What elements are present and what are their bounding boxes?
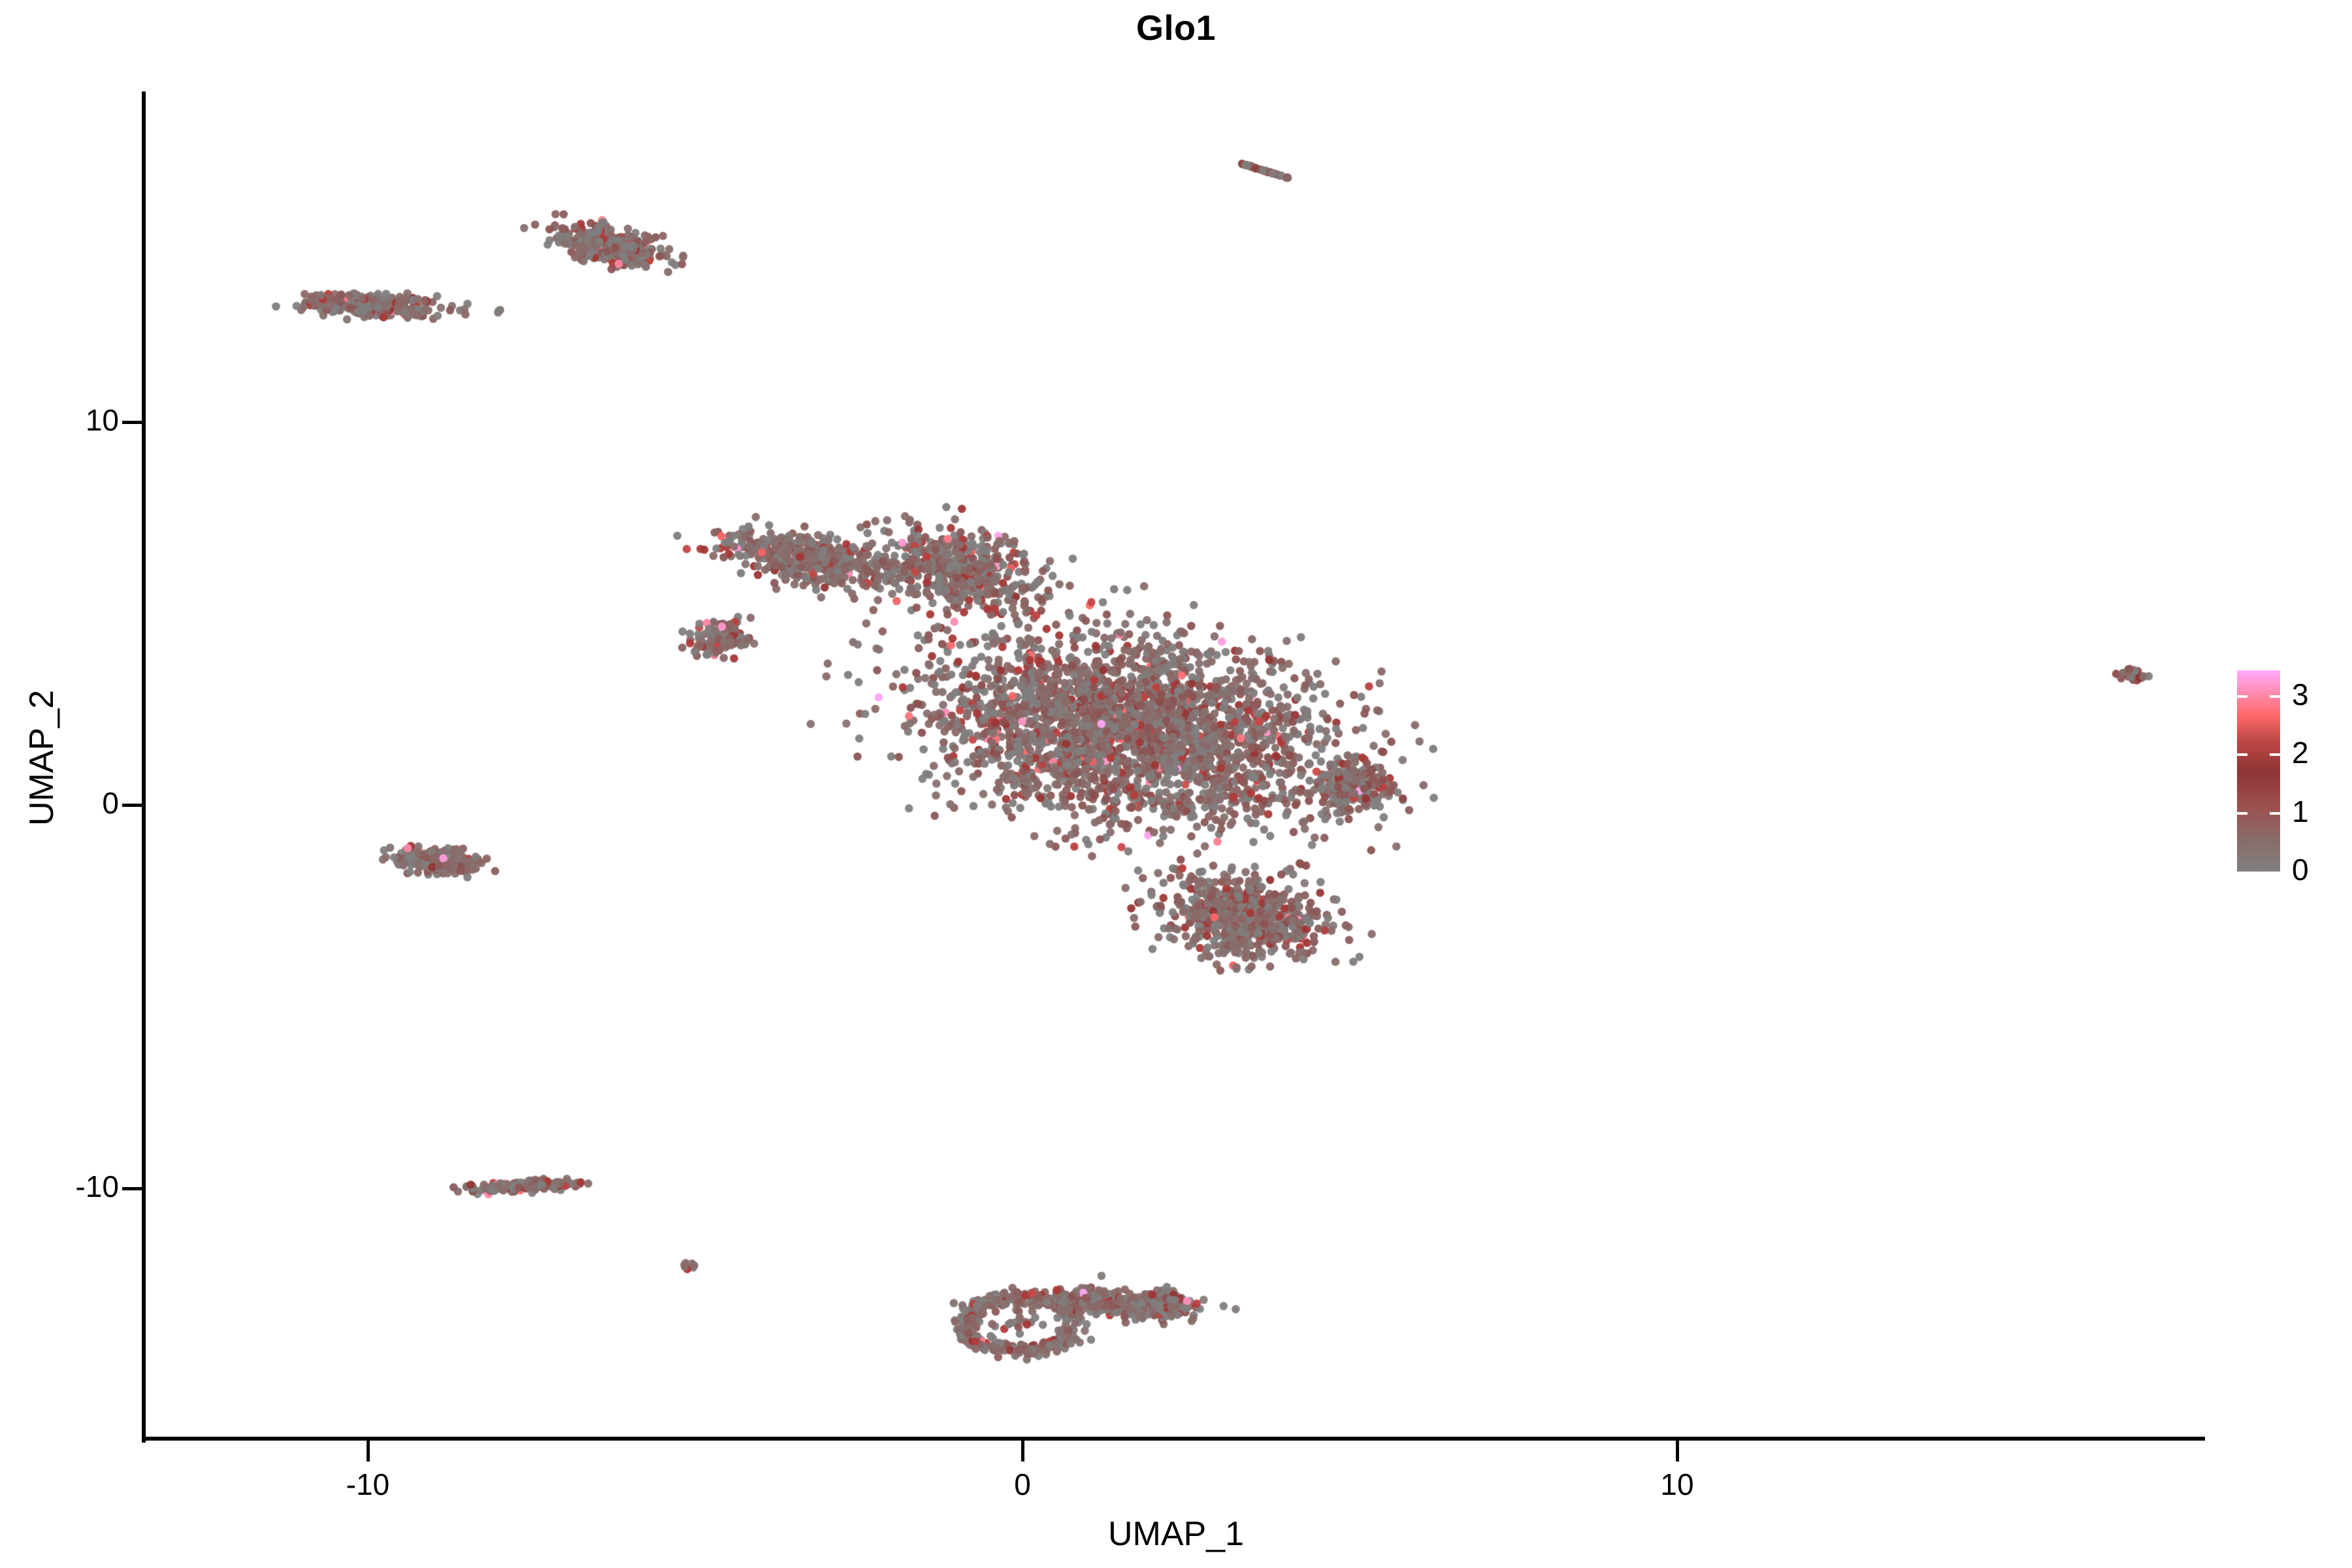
page-title: Glo1 [1135,8,1217,48]
colorbar-tick-label: 3 [2292,678,2309,712]
colorbar-tick-mark [2270,811,2280,815]
colorbar-tick-mark [2270,695,2280,698]
x-tick-mark [367,1441,370,1462]
x-axis-title: UMAP_1 [1107,1515,1245,1553]
x-tick-mark [1676,1441,1679,1462]
plot-panel [144,91,2203,1439]
scatter-points-layer [144,91,2203,1439]
x-tick-mark [1021,1441,1024,1462]
colorbar-tick-label: 2 [2292,736,2309,770]
colorbar-tick-mark [2237,753,2247,757]
y-tick-label: 0 [102,786,119,820]
y-tick-mark [122,804,143,807]
y-tick-mark [122,1186,143,1190]
colorbar-tick-mark [2270,753,2280,757]
colorbar-tick-label: 1 [2292,794,2309,828]
y-tick-label: 10 [85,402,119,437]
colorbar-tick-mark [2237,695,2247,698]
x-tick-label: 10 [1660,1467,1694,1501]
y-axis-line [142,91,146,1443]
colorbar-tick-mark [2237,811,2247,815]
y-tick-mark [122,420,143,424]
y-axis-title: UMAP_2 [23,689,61,826]
x-axis-line [142,1437,2205,1441]
colorbar-gradient [2237,670,2280,872]
colorbar-tick-label: 0 [2292,853,2309,887]
y-tick-label: -10 [75,1169,119,1203]
x-tick-label: 0 [1014,1467,1031,1501]
x-tick-label: -10 [346,1467,390,1501]
